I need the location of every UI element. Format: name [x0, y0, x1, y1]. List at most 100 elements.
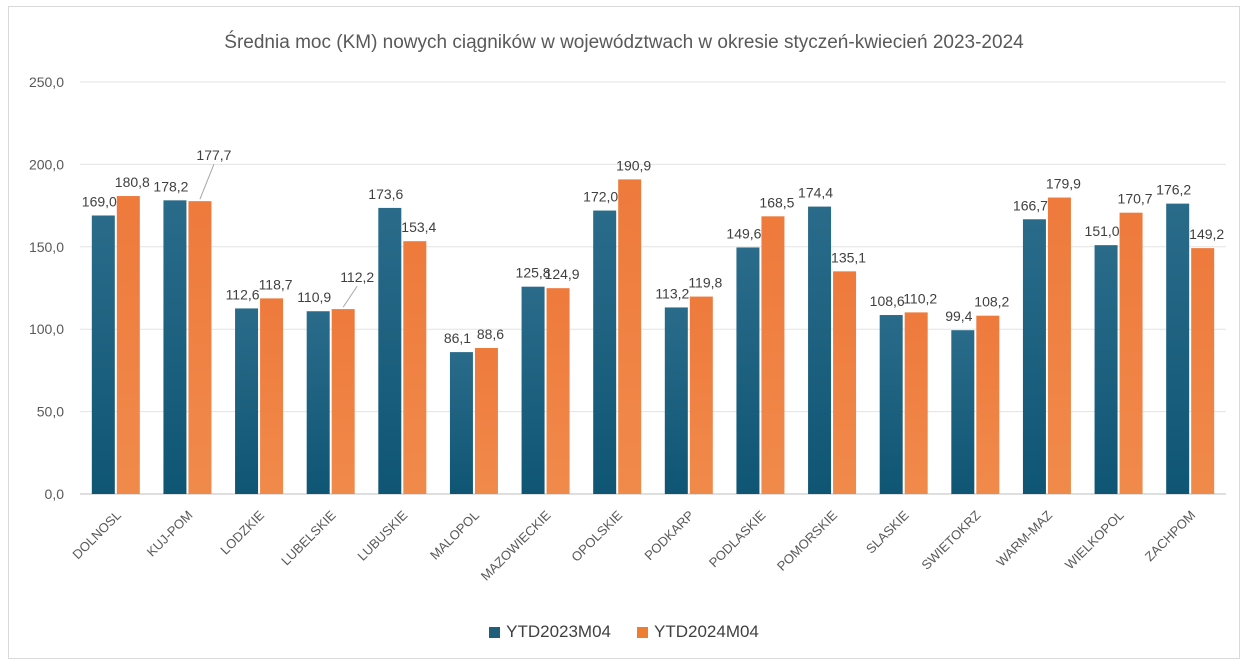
- bar: [904, 312, 928, 494]
- bar: [260, 298, 284, 494]
- bar: [546, 288, 570, 494]
- x-tick-label: LODZKIE: [217, 507, 267, 557]
- bar: [306, 311, 330, 494]
- x-tick-label: WARM-MAZ: [993, 507, 1055, 569]
- bar: [976, 315, 1000, 494]
- y-axis: 0,0 50,0 100,0 150,0 200,0 250,0: [29, 74, 64, 502]
- label-leader-line: [199, 163, 215, 200]
- bar: [1022, 219, 1046, 495]
- bar: [163, 200, 187, 494]
- x-tick-label: PODKARP: [641, 508, 697, 564]
- data-label: 173,6: [368, 186, 403, 202]
- bar: [1094, 245, 1118, 494]
- data-label: 168,5: [759, 194, 794, 210]
- bar: [521, 286, 545, 494]
- chart-title: Średnia moc (KM) nowych ciągników w woje…: [224, 32, 1024, 53]
- legend: YTD2023M04 YTD2024M04: [0, 622, 1248, 642]
- legend-label-2024: YTD2024M04: [654, 622, 759, 641]
- legend-swatch-2024: [637, 626, 648, 638]
- data-label: 178,2: [153, 178, 188, 194]
- y-tick-label: 250,0: [29, 74, 64, 90]
- data-label: 190,9: [616, 157, 651, 173]
- bar: [188, 201, 212, 495]
- data-label: 170,7: [1118, 191, 1153, 207]
- legend-swatch-2023: [489, 626, 501, 638]
- data-label: 112,6: [226, 286, 260, 302]
- y-tick-label: 50,0: [37, 404, 64, 420]
- bar: [403, 241, 427, 494]
- data-label: 135,1: [831, 249, 866, 265]
- bar: [1119, 212, 1143, 494]
- data-label: 108,6: [870, 293, 905, 309]
- bar: [951, 330, 975, 494]
- bar: [1166, 203, 1190, 494]
- data-label: 110,9: [297, 289, 331, 305]
- data-label: 166,7: [1013, 197, 1048, 213]
- bar: [664, 307, 688, 494]
- legend-item-2023: YTD2023M04: [489, 622, 611, 642]
- bar: [689, 296, 713, 494]
- bar: [879, 315, 903, 494]
- bar: [449, 352, 473, 494]
- x-tick-label: LUBUSKIE: [354, 507, 410, 563]
- x-tick-label: MAZOWIECKIE: [478, 507, 554, 583]
- data-label: 88,6: [477, 326, 504, 342]
- bar: [808, 206, 832, 494]
- data-label: 112,2: [340, 269, 374, 285]
- data-label: 179,9: [1046, 176, 1081, 192]
- x-tick-label: KUJ-POM: [144, 508, 196, 560]
- bar: [1047, 197, 1071, 495]
- data-label: 110,2: [903, 290, 937, 306]
- bar: [736, 247, 760, 494]
- y-tick-label: 0,0: [45, 486, 65, 502]
- bar: [474, 347, 498, 494]
- y-tick-label: 200,0: [29, 156, 64, 172]
- data-label: 172,0: [583, 189, 618, 205]
- data-label: 108,2: [974, 294, 1009, 310]
- data-label: 149,6: [726, 225, 761, 241]
- data-label: 151,0: [1085, 223, 1120, 239]
- data-label: 119,8: [688, 275, 722, 291]
- x-tick-label: DOLNOSL: [69, 508, 124, 563]
- x-tick-label: WIELKOPOL: [1062, 508, 1127, 573]
- bar: [618, 179, 642, 495]
- x-tick-label: SWIETOKRZ: [918, 507, 983, 572]
- x-tick-label: ZACHPOM: [1142, 508, 1199, 565]
- y-tick-label: 100,0: [29, 321, 64, 337]
- bar: [833, 271, 857, 494]
- bar: [593, 210, 617, 494]
- data-label: 118,7: [259, 276, 293, 292]
- bar: [378, 207, 402, 494]
- data-label: 180,8: [115, 174, 150, 190]
- bar: [235, 308, 259, 494]
- y-tick-label: 150,0: [29, 239, 64, 255]
- legend-label-2023: YTD2023M04: [506, 622, 611, 641]
- data-label: 125,8: [516, 265, 551, 281]
- label-leader-line: [342, 285, 358, 308]
- data-label: 153,4: [401, 219, 436, 235]
- bar: [116, 196, 140, 494]
- bar: [761, 216, 785, 494]
- x-tick-label: MALOPOL: [427, 508, 482, 563]
- data-label: 113,2: [655, 285, 689, 301]
- x-tick-label: POMORSKIE: [774, 507, 841, 574]
- x-tick-label: PODLASKIE: [706, 507, 769, 570]
- bar: [1191, 248, 1215, 494]
- x-tick-label: LUBELSKIE: [278, 507, 339, 568]
- data-label: 99,4: [945, 308, 972, 324]
- bar: [331, 309, 355, 494]
- data-label: 169,0: [82, 193, 117, 209]
- x-axis: DOLNOSL KUJ-POM LODZKIE LUBELSKIE LUBUSKIE MA…: [69, 507, 1198, 583]
- data-label: 149,2: [1189, 226, 1224, 242]
- data-label: 174,4: [798, 185, 833, 201]
- data-label: 176,2: [1156, 182, 1191, 198]
- bars: [91, 179, 1215, 495]
- bar: [91, 215, 115, 494]
- x-tick-label: OPOLSKIE: [568, 507, 625, 564]
- x-tick-label: SLASKIE: [863, 507, 912, 556]
- data-label: 124,9: [545, 266, 580, 282]
- data-label: 86,1: [444, 330, 471, 346]
- legend-item-2024: YTD2024M04: [637, 622, 759, 642]
